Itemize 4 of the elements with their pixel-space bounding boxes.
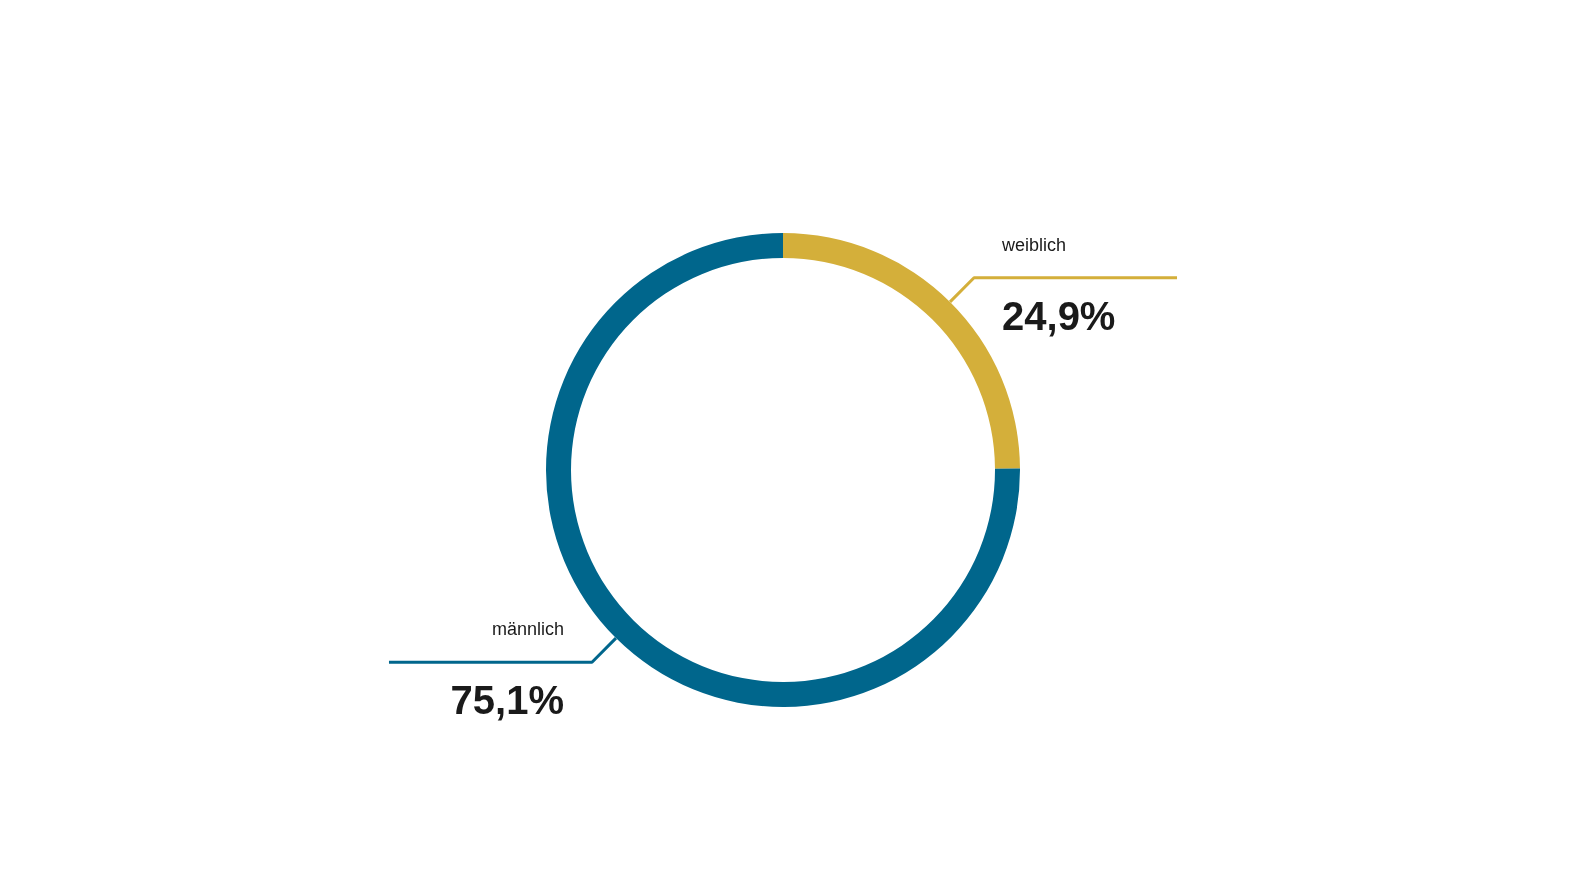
- slice-label: weiblich: [1001, 234, 1067, 255]
- data-label: 24,9%: [1002, 293, 1116, 338]
- data-label: 75,1%: [450, 678, 564, 723]
- slice-label: männlich: [491, 619, 564, 640]
